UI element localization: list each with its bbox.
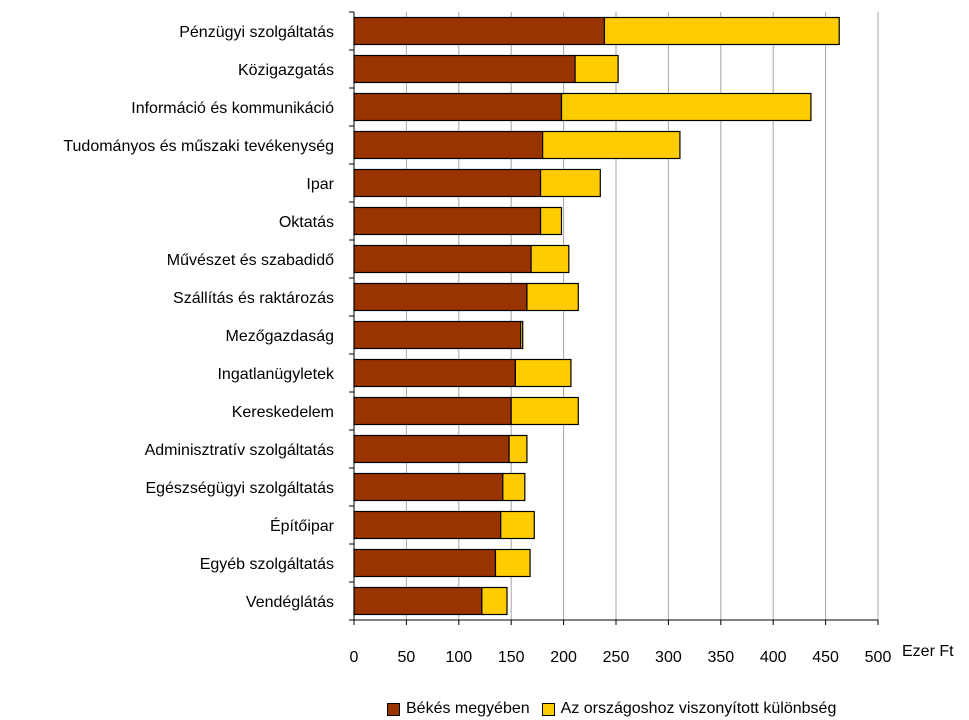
legend-item-difference: Az országoshoz viszonyított különbség [541, 700, 837, 718]
bar-difference [520, 320, 524, 350]
bar-difference [514, 358, 572, 388]
category-label: Egyéb szolgáltatás [200, 556, 334, 573]
bar-difference [574, 54, 619, 84]
x-tick-label: 0 [350, 649, 359, 666]
bar-bekes [353, 168, 542, 198]
bar-difference [494, 548, 531, 578]
x-unit-label: Ezer Ft [902, 643, 954, 660]
category-label: Vendéglátás [246, 594, 334, 611]
category-label: Adminisztratív szolgáltatás [145, 442, 334, 459]
axes [349, 11, 879, 625]
bar-bekes [353, 54, 576, 84]
bar-bekes [353, 510, 502, 540]
legend-label-bekes: Békés megyében [406, 700, 530, 717]
bar-bekes [353, 282, 528, 312]
category-label: Pénzügyi szolgáltatás [179, 24, 334, 41]
bar-bekes [353, 396, 512, 426]
category-label: Kereskedelem [232, 404, 334, 421]
bar-difference [560, 92, 812, 122]
legend-label-difference: Az országoshoz viszonyított különbség [560, 700, 837, 717]
bar-bekes [353, 130, 544, 160]
category-label: Művészet és szabadidő [167, 252, 334, 269]
x-tick-label: 300 [655, 649, 682, 666]
category-label: Egészségügyi szolgáltatás [145, 480, 334, 497]
legend-item-bekes: Békés megyében [387, 700, 530, 718]
bar-difference [508, 434, 528, 464]
bar-difference [481, 586, 508, 616]
bar-bekes [353, 92, 563, 122]
x-tick-label: 250 [603, 649, 630, 666]
category-label: Ingatlanügyletek [217, 366, 335, 383]
bar-difference [510, 396, 579, 426]
bar-difference [603, 16, 840, 46]
bar-difference [500, 510, 535, 540]
category-label: Tudományos és műszaki tevékenység [63, 138, 334, 155]
category-label: Oktatás [279, 214, 334, 231]
bar-bekes [353, 472, 504, 502]
x-tick-label: 200 [550, 649, 577, 666]
bar-difference [539, 206, 563, 236]
x-tick-label: 150 [498, 649, 525, 666]
bar-bekes [353, 434, 510, 464]
bar-bekes [353, 16, 606, 46]
bar-bekes [353, 320, 522, 350]
bar-bekes [353, 206, 542, 236]
legend-swatch-bekes [387, 702, 400, 716]
category-label: Építőipar [270, 516, 335, 535]
bar-bekes [353, 358, 516, 388]
bar-difference [539, 168, 601, 198]
x-tick-label: 500 [865, 649, 892, 666]
category-label: Ipar [306, 176, 334, 193]
category-label: Mezőgazdaság [225, 328, 334, 345]
x-tick-label: 450 [812, 649, 839, 666]
legend: Békés megyében Az országoshoz viszonyíto… [387, 700, 848, 718]
bars [353, 16, 840, 616]
x-tick-label: 100 [445, 649, 472, 666]
bar-difference [530, 244, 570, 274]
bar-bekes [353, 244, 532, 274]
legend-swatch-difference [541, 702, 555, 716]
bar-difference [502, 472, 526, 502]
x-tick-label: 400 [760, 649, 787, 666]
bar-difference [526, 282, 579, 312]
category-labels: Pénzügyi szolgáltatás Közigazgatás Informá… [63, 24, 335, 611]
category-label: Információ és kommunikáció [131, 100, 334, 117]
category-label: Szállítás és raktározás [173, 290, 334, 307]
x-tick-labels: 0 50 100 150 200 250 300 350 400 450 500 [350, 649, 892, 666]
x-tick-label: 50 [398, 649, 416, 666]
bar-bekes [353, 548, 497, 578]
bar-difference [542, 130, 681, 160]
category-label: Közigazgatás [238, 62, 334, 79]
x-tick-label: 350 [707, 649, 734, 666]
bar-bekes [353, 586, 483, 616]
